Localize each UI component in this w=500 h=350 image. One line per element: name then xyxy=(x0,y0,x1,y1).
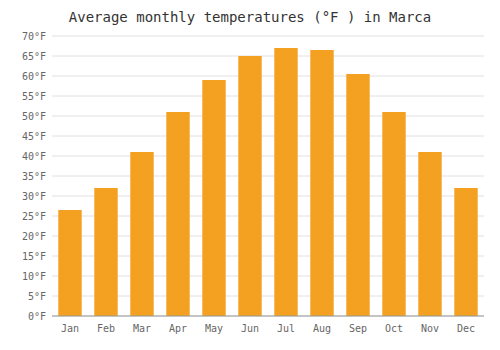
bar xyxy=(346,74,369,316)
bar xyxy=(418,152,441,316)
y-tick-label: 70°F xyxy=(22,31,46,42)
grid-line xyxy=(52,36,484,37)
x-tick-label: Dec xyxy=(457,323,475,334)
bar xyxy=(310,50,333,316)
grid-line xyxy=(52,76,484,77)
chart-container: Average monthly temperatures (°F ) in Ma… xyxy=(0,0,500,350)
y-tick-label: 20°F xyxy=(22,231,46,242)
bar xyxy=(238,56,261,316)
y-tick-label: 40°F xyxy=(22,151,46,162)
y-tick-label: 35°F xyxy=(22,171,46,182)
y-tick-label: 25°F xyxy=(22,211,46,222)
x-tick-label: Nov xyxy=(421,323,439,334)
x-tick-label: Mar xyxy=(133,323,151,334)
y-tick-label: 60°F xyxy=(22,71,46,82)
y-tick-label: 55°F xyxy=(22,91,46,102)
bar xyxy=(202,80,225,316)
grid-line xyxy=(52,316,484,317)
grid-line xyxy=(52,96,484,97)
bar xyxy=(382,112,405,316)
bar xyxy=(94,188,117,316)
bar xyxy=(130,152,153,316)
x-tick-label: Jan xyxy=(61,323,79,334)
grid-line xyxy=(52,116,484,117)
bar xyxy=(274,48,297,316)
y-tick-label: 45°F xyxy=(22,131,46,142)
x-axis-line xyxy=(52,316,484,317)
x-tick-label: Sep xyxy=(349,323,367,334)
bar xyxy=(166,112,189,316)
y-tick-label: 65°F xyxy=(22,51,46,62)
y-tick-label: 50°F xyxy=(22,111,46,122)
bars xyxy=(58,48,477,316)
bar xyxy=(58,210,81,316)
y-axis: 0°F 5°F 10°F 15°F 20°F 25°F 30°F 35°F 40°F 45°F 50… xyxy=(22,31,46,322)
x-tick-label: May xyxy=(205,323,223,334)
y-tick-label: 15°F xyxy=(22,251,46,262)
y-grid xyxy=(52,36,484,316)
y-tick-label: 30°F xyxy=(22,191,46,202)
y-tick-label: 0°F xyxy=(28,311,46,322)
chart-svg: Average monthly temperatures (°F ) in Ma… xyxy=(0,0,500,350)
x-tick-label: Jun xyxy=(241,323,259,334)
grid-line xyxy=(52,136,484,137)
x-tick-label: Oct xyxy=(385,323,403,334)
x-tick-label: Aug xyxy=(313,323,331,334)
y-tick-label: 10°F xyxy=(22,271,46,282)
chart-title: Average monthly temperatures (°F ) in Ma… xyxy=(69,9,431,25)
x-tick-label: Apr xyxy=(169,323,187,334)
y-tick-label: 5°F xyxy=(28,291,46,302)
bar xyxy=(454,188,477,316)
x-axis: Jan Feb Mar Apr May Jun Jul Aug Sep Oct Nov Dec xyxy=(52,316,484,334)
x-tick-label: Jul xyxy=(277,323,295,334)
grid-line xyxy=(52,56,484,57)
x-tick-label: Feb xyxy=(97,323,115,334)
